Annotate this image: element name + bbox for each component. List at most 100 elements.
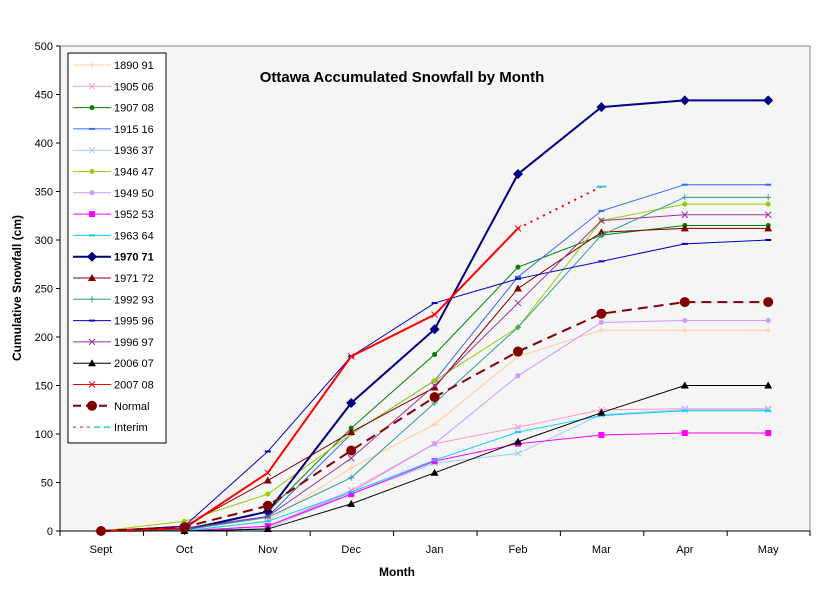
y-tick-label: 0 (47, 526, 53, 538)
data-point (596, 308, 607, 319)
data-point (765, 201, 771, 207)
data-point (88, 146, 96, 154)
data-point (763, 297, 774, 308)
x-tick-label: Sept (90, 544, 113, 556)
data-point (598, 327, 605, 334)
data-point (87, 400, 97, 411)
y-tick-label: 350 (35, 187, 53, 199)
series-normal (96, 297, 774, 536)
x-tick-label: Nov (258, 544, 278, 556)
data-point (89, 105, 95, 111)
data-point (263, 525, 272, 533)
data-point (264, 513, 272, 520)
y-tick-label: 200 (35, 332, 53, 344)
data-point (679, 95, 690, 106)
data-point (432, 378, 438, 384)
data-point (598, 319, 604, 325)
data-point (89, 296, 95, 303)
data-point (765, 430, 772, 437)
x-tick-label: Oct (176, 544, 193, 556)
data-point (431, 382, 438, 389)
data-point (681, 211, 689, 219)
data-point (596, 102, 607, 113)
legend-label: 1915 16 (114, 124, 154, 136)
data-point (348, 464, 355, 471)
series-line (517, 185, 602, 230)
data-point (430, 468, 439, 476)
data-point (598, 217, 605, 224)
legend-label: 1890 91 (114, 60, 154, 72)
x-tick-label: May (758, 544, 779, 556)
data-point (264, 514, 271, 521)
data-point (514, 437, 522, 445)
legend-label: 1946 47 (114, 167, 154, 179)
data-point (432, 441, 438, 447)
x-axis-label: Month (379, 565, 415, 579)
data-point (682, 318, 688, 324)
data-point (89, 190, 95, 196)
y-tick-label: 150 (35, 381, 53, 393)
data-point (681, 194, 688, 201)
data-point (96, 526, 106, 536)
data-point (89, 169, 95, 174)
data-point (264, 469, 272, 477)
data-point (88, 338, 96, 346)
data-point (430, 383, 439, 391)
data-point (432, 351, 438, 357)
data-point (515, 324, 521, 331)
y-tick-label: 450 (35, 90, 53, 102)
data-point (87, 251, 97, 262)
data-point (429, 392, 440, 403)
data-point (680, 224, 689, 232)
data-point (680, 381, 689, 389)
data-point (89, 211, 95, 218)
data-point (429, 324, 440, 335)
legend-label: 1971 72 (114, 273, 154, 285)
data-point (262, 500, 273, 511)
y-tick-label: 50 (41, 478, 53, 490)
x-tick-label: Mar (592, 544, 611, 556)
data-point (513, 346, 523, 357)
y-tick-label: 100 (35, 429, 53, 441)
legend-label: 2006 07 (114, 358, 154, 370)
data-point (681, 327, 688, 334)
data-point (347, 428, 356, 436)
data-point (514, 450, 522, 457)
y-tick-label: 500 (35, 41, 53, 53)
y-axis-label: Cumulative Snowfall (cm) (10, 215, 24, 361)
data-point (347, 499, 356, 507)
data-point (179, 522, 190, 533)
data-point (681, 430, 688, 437)
data-point (88, 359, 96, 367)
legend-label: 2007 08 (114, 380, 154, 392)
data-point (597, 228, 606, 236)
data-point (598, 232, 605, 239)
data-point (89, 62, 95, 68)
y-tick-label: 300 (35, 235, 53, 247)
legend-label: 1936 37 (114, 145, 154, 157)
data-point (514, 284, 522, 292)
data-point (679, 297, 690, 308)
data-point (514, 423, 522, 431)
data-point (765, 194, 772, 201)
data-point (765, 318, 771, 324)
data-point (513, 169, 523, 180)
series-interim (517, 185, 607, 230)
data-point (515, 264, 521, 270)
data-point (347, 454, 355, 462)
data-point (514, 299, 522, 307)
data-point (598, 431, 605, 438)
data-point (88, 82, 96, 90)
plot-area (59, 45, 811, 532)
x-tick-label: Jan (426, 544, 444, 556)
data-point (515, 373, 521, 379)
data-point (263, 476, 272, 484)
y-tick-label: 250 (35, 284, 53, 296)
data-point (431, 311, 438, 319)
legend-label: 1963 64 (114, 230, 154, 242)
data-point (764, 381, 773, 389)
legend-label: 1952 53 (114, 209, 154, 221)
data-point (764, 224, 773, 232)
